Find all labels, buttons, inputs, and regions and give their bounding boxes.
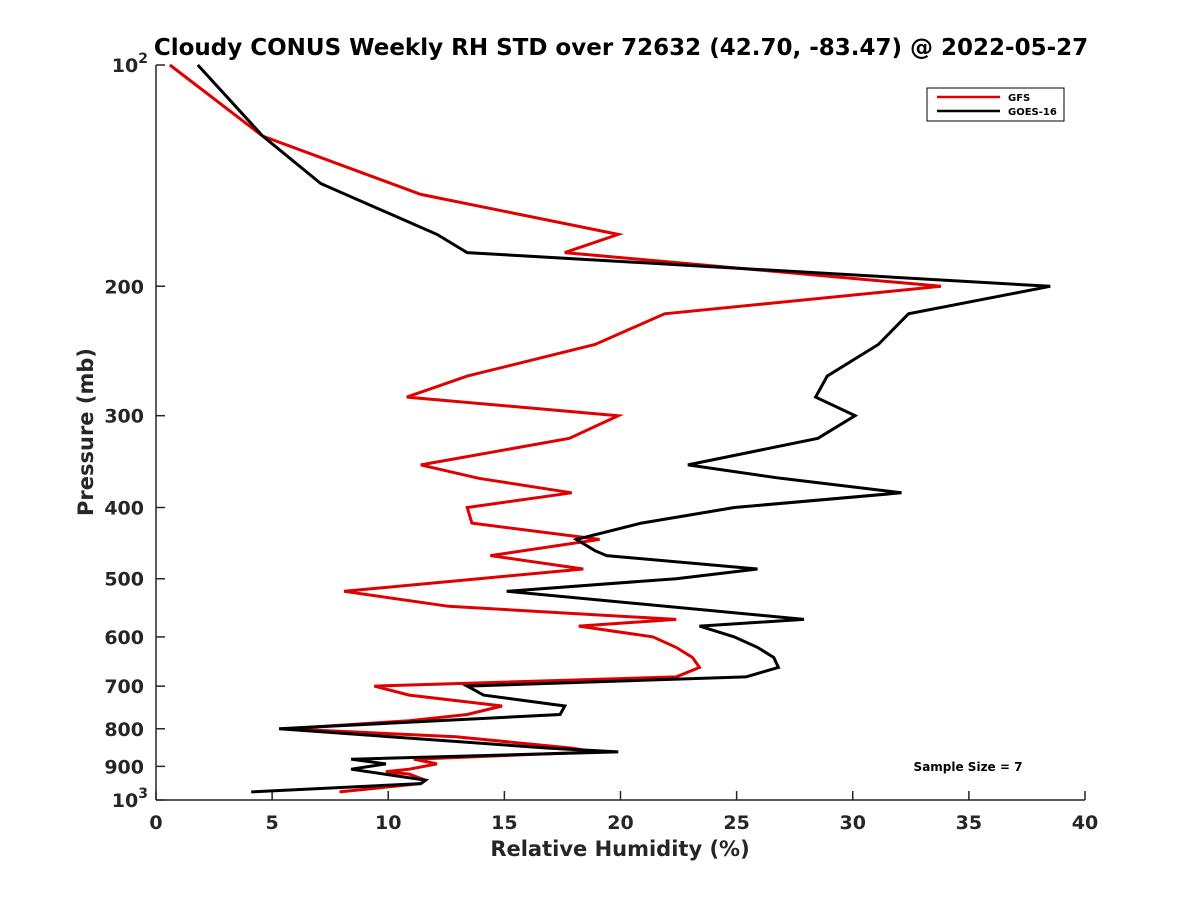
legend-label-goes16: GOES-16 <box>1008 107 1057 118</box>
y-tick-label: 900 <box>104 756 144 778</box>
y-axis-ticks: 102 200 300 400 500 600 700 800 900 103 <box>104 51 165 812</box>
y-tick-label: 400 <box>104 498 144 520</box>
y-tick-label: 600 <box>104 627 144 649</box>
plot-area: 0 5 10 15 20 25 30 35 40 102 200 300 400 500 600 700 80… <box>104 51 1098 834</box>
y-tick-label: 102 <box>112 51 148 77</box>
x-tick-label: 10 <box>375 812 401 834</box>
y-tick-label: 200 <box>104 276 144 298</box>
x-tick-label: 0 <box>149 812 162 834</box>
y-tick-label: 700 <box>104 676 144 698</box>
x-tick-label: 35 <box>956 812 982 834</box>
x-tick-label: 30 <box>840 812 866 834</box>
x-tick-label: 20 <box>607 812 633 834</box>
legend-label-gfs: GFS <box>1008 93 1030 104</box>
y-axis-label: Pressure (mb) <box>74 348 98 516</box>
x-axis-ticks: 0 5 10 15 20 25 30 35 40 <box>149 791 1098 834</box>
chart-title: Cloudy CONUS Weekly RH STD over 72632 (4… <box>154 35 1088 61</box>
y-tick-label: 300 <box>104 406 144 428</box>
y-tick-label: 103 <box>112 786 148 812</box>
x-tick-label: 25 <box>723 812 749 834</box>
series-lines <box>168 63 1051 794</box>
x-tick-label: 40 <box>1072 812 1098 834</box>
x-axis-label: Relative Humidity (%) <box>490 837 749 861</box>
series-line-goes16 <box>196 63 1051 794</box>
y-tick-label: 800 <box>104 719 144 741</box>
sample-size-annotation: Sample Size = 7 <box>914 760 1023 774</box>
legend: GFS GOES-16 <box>926 87 1065 122</box>
x-tick-label: 15 <box>491 812 517 834</box>
y-tick-label: 500 <box>104 569 144 591</box>
x-tick-label: 5 <box>266 812 279 834</box>
legend-box <box>926 87 1065 122</box>
